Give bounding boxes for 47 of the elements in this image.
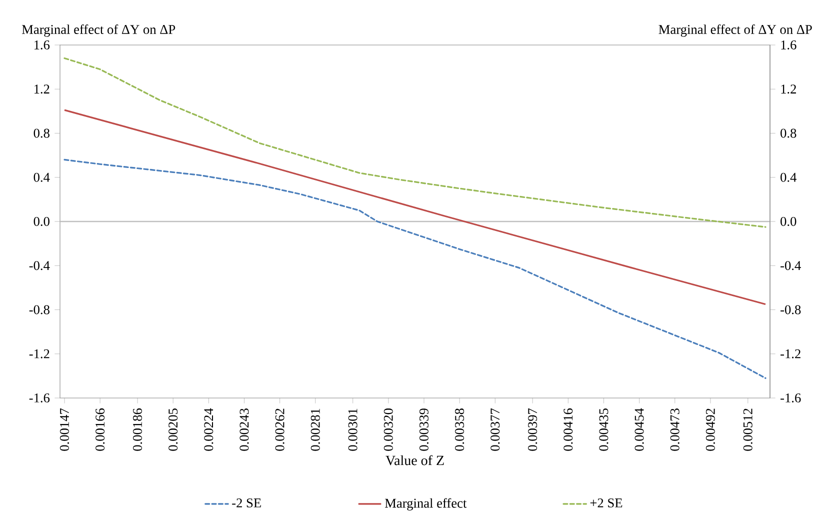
x-tick-label: 0.00301 xyxy=(348,408,358,451)
y-tick-label: -0.8 xyxy=(29,305,50,314)
legend-label: +2 SE xyxy=(590,498,622,508)
x-tick-label: 0.00166 xyxy=(96,408,105,451)
x-tick-label: 0.00147 xyxy=(60,408,70,451)
y2-tick-label: 0.0 xyxy=(780,216,796,226)
line-series xyxy=(64,57,766,228)
y-tick-label: -1.6 xyxy=(29,393,50,402)
y2-tick-label: 1.6 xyxy=(781,40,796,50)
x-tick-label: 0.00320 xyxy=(384,408,393,451)
x-tick-label: 0.00492 xyxy=(706,408,715,451)
y2-tick-label: 1.2 xyxy=(781,84,796,94)
y-tick-label: 1.2 xyxy=(34,84,50,94)
y-tick-label: 1.6 xyxy=(34,40,50,50)
line-series xyxy=(64,158,766,379)
y2-tick-label: -0.4 xyxy=(780,261,801,270)
x-tick-label: 0.00224 xyxy=(204,408,214,451)
y2-tick-label: -0.8 xyxy=(780,305,801,314)
y-tick-label: 0.8 xyxy=(34,128,50,138)
y2-tick-label: 0.4 xyxy=(780,172,796,182)
y-tick-label: 0.4 xyxy=(34,172,50,182)
x-tick-label: 0.00454 xyxy=(634,408,644,451)
x-tick-label: 0.00397 xyxy=(528,408,538,451)
line-series xyxy=(64,109,766,306)
y2-axis-title: Marginal effect of ΔY on ΔP xyxy=(658,24,812,37)
y2-tick-label: -1.6 xyxy=(780,393,801,402)
x-tick-label: 0.00205 xyxy=(168,408,178,451)
x-tick-label: 0.00377 xyxy=(490,408,500,451)
y2-tick-label: -1.2 xyxy=(780,349,800,358)
x-tick-label: 0.00262 xyxy=(275,408,284,451)
x-tick-label: 0.00339 xyxy=(419,408,429,451)
x-axis-title: Value of Z xyxy=(386,455,444,466)
y-tick-label: -1.2 xyxy=(29,349,50,358)
x-tick-label: 0.00435 xyxy=(599,408,608,451)
x-tick-label: 0.00358 xyxy=(455,408,464,451)
x-tick-label: 0.00416 xyxy=(564,408,573,451)
legend-label: -2 SE xyxy=(232,498,261,508)
y-tick-label: 0.0 xyxy=(34,216,50,226)
y-tick-label: -0.4 xyxy=(29,261,50,270)
legend-label: Marginal effect xyxy=(384,498,467,510)
x-tick-label: 0.00281 xyxy=(310,408,320,451)
x-tick-label: 0.00473 xyxy=(670,408,680,451)
y2-tick-label: 0.8 xyxy=(780,128,796,138)
y-axis-title: Marginal effect of ΔY on ΔP xyxy=(22,24,176,37)
x-tick-label: 0.00186 xyxy=(132,408,142,451)
x-tick-label: 0.00512 xyxy=(743,408,752,451)
x-tick-label: 0.00243 xyxy=(240,408,249,451)
